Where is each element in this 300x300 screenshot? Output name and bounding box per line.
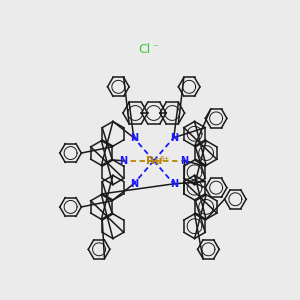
Text: N: N (130, 133, 138, 142)
Text: N: N (181, 156, 189, 166)
Text: Cl: Cl (138, 44, 151, 56)
Text: 8+: 8+ (159, 156, 170, 162)
Text: N: N (119, 156, 127, 166)
Text: N: N (170, 133, 178, 142)
Text: Ru: Ru (146, 156, 162, 166)
Text: ⁻: ⁻ (152, 43, 158, 53)
Text: N: N (130, 179, 138, 189)
Text: N: N (170, 179, 178, 189)
